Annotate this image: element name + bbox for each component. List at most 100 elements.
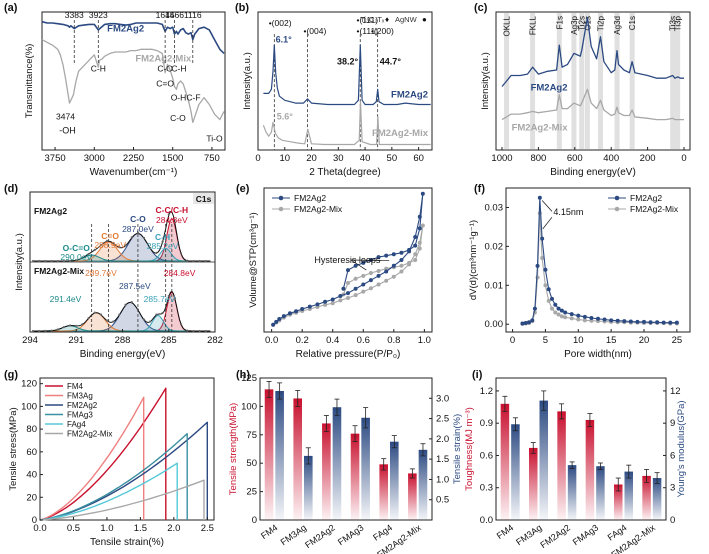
e-legend-label: FM2Ag2-Mix bbox=[294, 204, 343, 214]
d-raw-point bbox=[38, 329, 41, 333]
b-xtick-label: 50 bbox=[387, 153, 398, 164]
e-point-FM2Ag2 bbox=[346, 268, 350, 273]
series-FM4 bbox=[39, 387, 167, 521]
f-annotation: 4.15nm bbox=[553, 207, 583, 217]
d-raw-point bbox=[38, 259, 41, 263]
e-point-FM2Ag2-Mix bbox=[353, 276, 358, 281]
c-xtick-label: 400 bbox=[603, 153, 619, 164]
d-raw-point bbox=[204, 259, 207, 263]
e-point-FM2Ag2 bbox=[413, 243, 418, 248]
g-xlabel: Tensile strain(%) bbox=[90, 537, 164, 548]
f-point-FM2Ag2 bbox=[602, 317, 607, 322]
c-legend-fm2ag2: FM2Ag2 bbox=[531, 83, 568, 94]
d-raw-point bbox=[179, 252, 183, 255]
e-xtick-label: 0.2 bbox=[296, 335, 309, 346]
e-point-FM2Ag2 bbox=[417, 226, 422, 231]
d-label: O-C=O bbox=[63, 243, 91, 253]
d-raw-point bbox=[44, 329, 47, 333]
i-y2tick-label: 9 bbox=[670, 418, 675, 429]
d-raw-point bbox=[87, 252, 90, 256]
d-raw-point bbox=[118, 313, 121, 316]
f-point-FM2Ag2 bbox=[537, 195, 542, 200]
b-legend-mxene: Ti₃C₂Tₓ bbox=[360, 15, 385, 24]
e-point-FM2Ag2-Mix bbox=[391, 274, 396, 279]
series-FM2Ag2 bbox=[41, 20, 225, 54]
a-group-label: Ti-O bbox=[206, 134, 223, 144]
d-raw-point bbox=[93, 311, 96, 314]
g-ytick-label: 80 bbox=[26, 424, 37, 435]
e-annotation-arrow bbox=[351, 259, 390, 261]
f-point-FM2Ag2 bbox=[543, 267, 548, 272]
e-point-FM2Ag2-Mix bbox=[376, 282, 381, 287]
e-point-FM2Ag2-Mix bbox=[417, 246, 422, 251]
f-point-FM2Ag2 bbox=[668, 320, 673, 325]
e-point-FM2Ag2 bbox=[413, 234, 418, 239]
i-y2tick-label: 6 bbox=[670, 450, 675, 461]
d-sample-top: FM2Ag2 bbox=[34, 206, 67, 216]
a-group-label: C-O bbox=[157, 63, 173, 73]
d-tag-box bbox=[193, 193, 214, 204]
g-ylabel: Tensile stress(MPa) bbox=[8, 407, 19, 490]
d-raw-point bbox=[161, 240, 164, 243]
i-y2tick-label: 12 bbox=[670, 386, 681, 397]
a-group-label: C-O bbox=[170, 113, 186, 123]
f-xtick-label: 0 bbox=[510, 335, 515, 346]
d-raw-point bbox=[31, 329, 35, 333]
c-band bbox=[629, 13, 635, 149]
d-raw-point bbox=[31, 259, 35, 263]
panel-f: 0 5 10 15 20 25 0.00 0.01 0.02 0.03 Pore width(nm)… bbox=[468, 183, 691, 360]
d-raw-point bbox=[186, 329, 189, 332]
c-band-label: Ag3d bbox=[613, 16, 622, 35]
d-label: 285.7eV bbox=[144, 294, 176, 304]
c-band-label: Ag3p bbox=[570, 15, 579, 34]
a-xtick-label: 2250 bbox=[123, 153, 144, 164]
e-point-FM2Ag2 bbox=[300, 306, 305, 311]
b-peak-value: 6.1° bbox=[276, 34, 293, 44]
plot-frame bbox=[257, 11, 433, 151]
f-point-FM2Ag2 bbox=[674, 320, 679, 325]
f-xtick-label: 15 bbox=[606, 335, 617, 346]
b-xtick-label: 40 bbox=[360, 153, 371, 164]
plot-frame bbox=[495, 377, 667, 521]
h-bar-left bbox=[293, 398, 302, 520]
g-ytick-label: 20 bbox=[26, 492, 37, 503]
g-legend-label: FM4 bbox=[67, 382, 84, 391]
series-FM2Ag2 bbox=[263, 44, 431, 106]
e-xtick-label: 1.0 bbox=[418, 335, 431, 346]
g-xtick-label: 0.5 bbox=[67, 523, 80, 534]
c-band-label: Ti2p bbox=[596, 15, 605, 31]
e-annotation-arrow bbox=[350, 259, 367, 271]
d-xtick-label: 285 bbox=[161, 335, 177, 346]
e-point-FM2Ag2-Mix bbox=[376, 268, 381, 273]
b-xtick-label: 10 bbox=[279, 153, 290, 164]
e-point-FM2Ag2-Mix bbox=[346, 296, 350, 301]
g-ytick-label: 120 bbox=[21, 379, 37, 390]
d-raw-point bbox=[130, 236, 133, 239]
h-y2tick-label: 2.0 bbox=[436, 434, 449, 445]
d-xtick-label: 288 bbox=[115, 335, 131, 346]
h-y2tick-label: 1.5 bbox=[436, 454, 449, 465]
h-bar-right bbox=[361, 417, 370, 520]
d-raw-point bbox=[149, 246, 152, 250]
h-bar-left bbox=[264, 389, 274, 520]
e-legend-marker bbox=[278, 206, 284, 212]
b-peak-label: •(111) bbox=[357, 15, 379, 25]
d-xtick-label: 291 bbox=[68, 335, 84, 346]
d-raw-point bbox=[155, 313, 158, 316]
a-panel-label: (a) bbox=[4, 2, 18, 14]
d-raw-point bbox=[44, 259, 47, 263]
d-raw-point bbox=[75, 259, 78, 262]
h-bar-left bbox=[379, 464, 388, 520]
h-panel-label: (h) bbox=[236, 369, 250, 381]
f-point-FM2Ag2 bbox=[546, 287, 551, 292]
e-point-FM2Ag2 bbox=[346, 291, 350, 296]
a-xtick-label: 1500 bbox=[162, 153, 183, 164]
f-xtick-label: 20 bbox=[639, 335, 650, 346]
c-band bbox=[556, 13, 562, 149]
d-raw-point bbox=[186, 259, 189, 262]
e-point-FM2Ag2-Mix bbox=[330, 301, 335, 306]
d-raw-point bbox=[112, 320, 115, 323]
a-peak-value: 1116 bbox=[184, 10, 202, 20]
f-point-FM2Ag2 bbox=[622, 319, 627, 324]
